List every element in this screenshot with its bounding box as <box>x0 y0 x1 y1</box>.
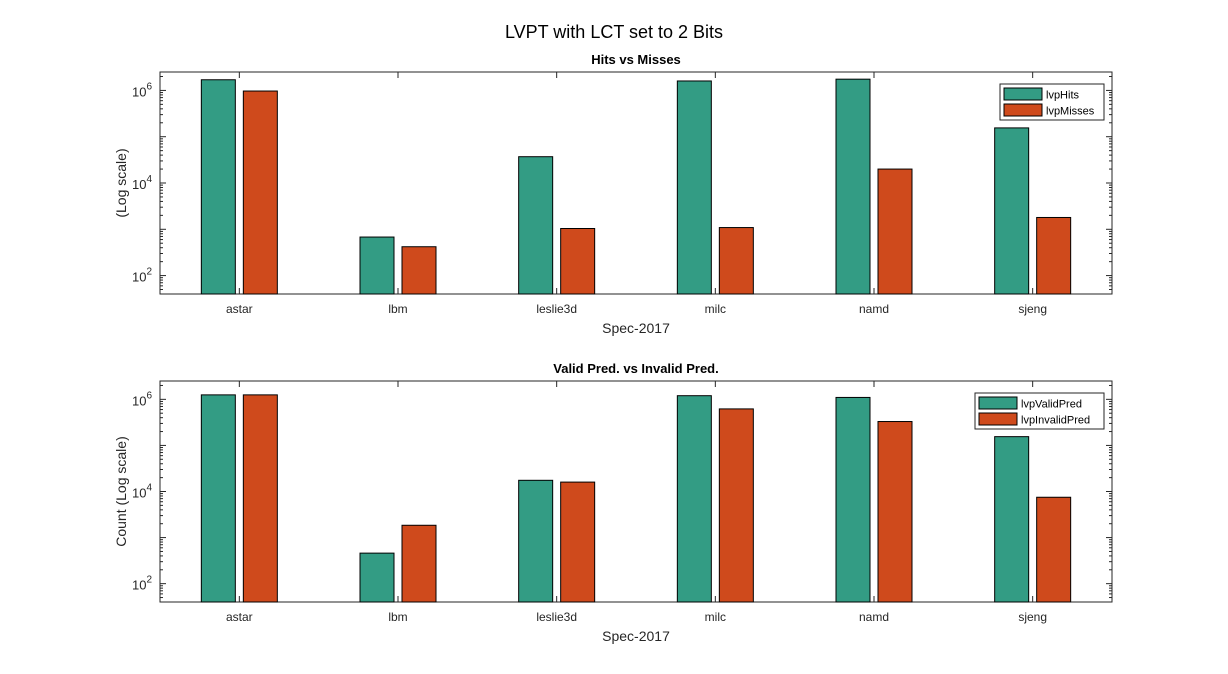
bar-lvpInvalidPred-lbm <box>401 524 437 603</box>
x-tick-label: sjeng <box>1018 610 1047 624</box>
y-tick-label: 106 <box>132 81 152 99</box>
bar-lvpHits-leslie3d <box>518 156 554 295</box>
x-tick-label: milc <box>705 610 726 624</box>
bar-lvpMisses-leslie3d <box>560 228 596 295</box>
bar-lvpValidPred-milc <box>676 395 712 603</box>
bar-lvpMisses-lbm <box>401 246 437 295</box>
bar-lvpHits-sjeng <box>994 127 1030 295</box>
plot-area <box>159 71 1113 295</box>
y-tick-label: 102 <box>132 267 152 285</box>
chart-panels: 102 104 106 astar lbm leslie3d milc namd sjeng Hi… <box>113 52 1113 644</box>
bar-lvpValidPred-namd <box>835 396 871 603</box>
bar-lvpValidPred-leslie3d <box>518 479 554 603</box>
chart-panel-1: 102 104 106 astar lbm leslie3d milc namd sjeng Hi… <box>113 52 1113 336</box>
chart-panel-2: 102 104 106 astar lbm leslie3d milc namd sjeng Va… <box>113 361 1113 644</box>
legend-label: lvpMisses <box>1046 106 1095 118</box>
x-tick-label: astar <box>226 610 253 624</box>
legend: lvpValidPred lvpInvalidPred <box>974 392 1105 430</box>
legend-label: lvpInvalidPred <box>1021 415 1090 427</box>
bar-lvpInvalidPred-leslie3d <box>560 481 596 603</box>
y-axis-label: (Log scale) <box>113 148 129 217</box>
x-tick-label: namd <box>859 302 889 316</box>
y-tick-label: 102 <box>132 575 152 593</box>
bar-lvpInvalidPred-sjeng <box>1036 496 1072 603</box>
chart-title: Hits vs Misses <box>591 52 681 67</box>
x-axis-label: Spec-2017 <box>602 320 670 336</box>
y-tick-label: 106 <box>132 390 152 408</box>
x-tick-label: lbm <box>388 302 407 316</box>
x-tick-label: leslie3d <box>536 302 577 316</box>
legend-label: lvpValidPred <box>1021 399 1082 411</box>
y-tick-label: 104 <box>132 483 152 501</box>
bar-lvpValidPred-astar <box>200 394 236 603</box>
bar-lvpHits-namd <box>835 78 871 295</box>
legend-swatch-lvpInvalidPred <box>978 412 1018 426</box>
x-tick-label: leslie3d <box>536 610 577 624</box>
x-tick-label: namd <box>859 610 889 624</box>
x-axis-label: Spec-2017 <box>602 628 670 644</box>
bar-lvpValidPred-sjeng <box>994 436 1030 603</box>
y-axis-label: Count (Log scale) <box>113 436 129 547</box>
bar-lvpValidPred-lbm <box>359 552 395 603</box>
bar-lvpHits-lbm <box>359 236 395 295</box>
legend-label: lvpHits <box>1046 90 1080 102</box>
bar-lvpInvalidPred-astar <box>242 394 278 603</box>
plot-area <box>159 380 1113 603</box>
bar-lvpHits-milc <box>676 80 712 295</box>
bar-lvpHits-astar <box>200 79 236 295</box>
x-tick-label: sjeng <box>1018 302 1047 316</box>
bar-lvpMisses-sjeng <box>1036 216 1072 295</box>
chart-title: Valid Pred. vs Invalid Pred. <box>553 361 718 376</box>
x-tick-label: astar <box>226 302 253 316</box>
bar-lvpMisses-milc <box>718 227 754 295</box>
bar-lvpMisses-astar <box>242 90 278 295</box>
legend-swatch-lvpMisses <box>1003 103 1043 117</box>
y-tick-label: 104 <box>132 174 152 192</box>
legend-swatch-lvpHits <box>1003 87 1043 101</box>
legend: lvpHits lvpMisses <box>999 83 1105 121</box>
figure-title: LVPT with LCT set to 2 Bits <box>505 22 723 42</box>
x-tick-label: milc <box>705 302 726 316</box>
bar-lvpMisses-namd <box>877 168 913 295</box>
bar-lvpInvalidPred-namd <box>877 421 913 603</box>
x-tick-label: lbm <box>388 610 407 624</box>
bar-lvpInvalidPred-milc <box>718 408 754 603</box>
legend-swatch-lvpValidPred <box>978 396 1018 410</box>
